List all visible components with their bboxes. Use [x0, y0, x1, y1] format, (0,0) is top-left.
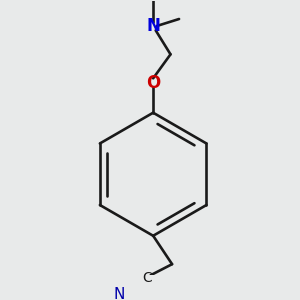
Text: O: O [146, 74, 160, 92]
Text: C: C [142, 272, 152, 285]
Text: N: N [146, 17, 160, 35]
Text: N: N [113, 287, 124, 300]
